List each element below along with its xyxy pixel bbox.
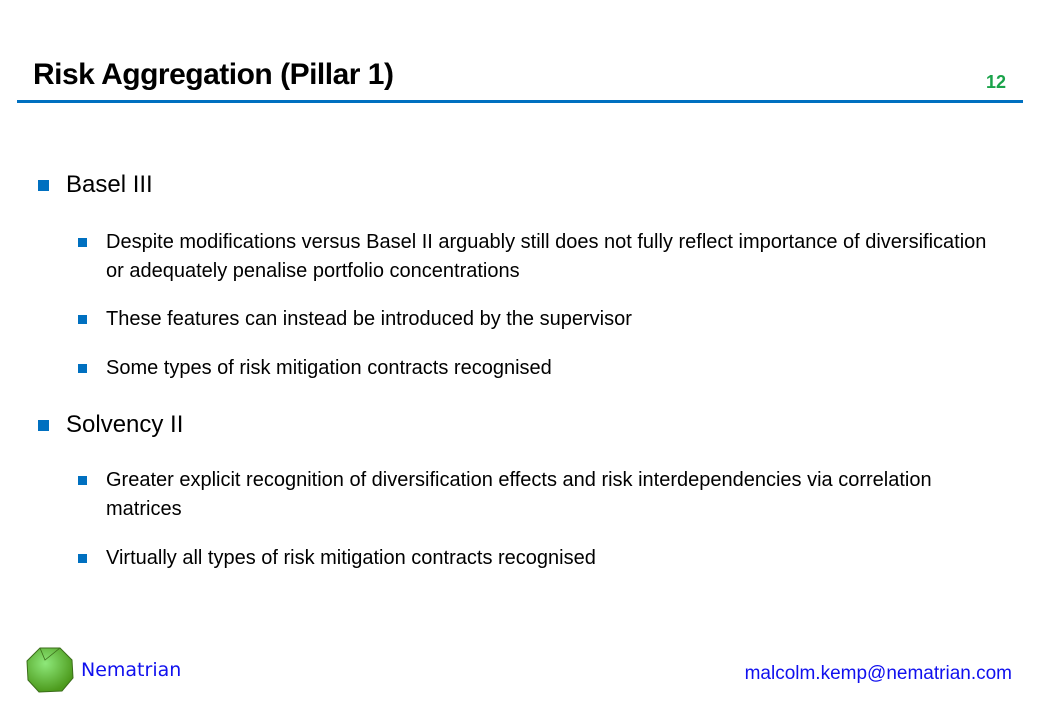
nematrian-logo-icon (26, 647, 74, 693)
sub-bullet: Virtually all types of risk mitigation c… (78, 544, 998, 573)
bullet-square-icon (78, 315, 87, 324)
bullet-square-icon (78, 476, 87, 485)
sub-bullet: Some types of risk mitigation contracts … (78, 354, 998, 383)
bullet-square-icon (38, 420, 49, 431)
bullet-solvency-ii: Solvency II (38, 411, 183, 439)
bullet-square-icon (78, 238, 87, 247)
title-divider (17, 100, 1023, 103)
bullet-basel-iii: Basel III (38, 171, 153, 199)
sub-bullet: Despite modifications versus Basel II ar… (78, 228, 998, 286)
bullet-square-icon (78, 364, 87, 373)
slide-title: Risk Aggregation (Pillar 1) (33, 58, 394, 91)
contact-email: malcolm.kemp@nematrian.com (744, 663, 1012, 684)
sub-bullet: Greater explicit recognition of diversif… (78, 466, 998, 524)
sub-bullet: These features can instead be introduced… (78, 305, 998, 334)
bullet-square-icon (78, 554, 87, 563)
page-number: 12 (985, 72, 1006, 92)
brand-name: Nematrian (81, 659, 182, 681)
bullet-square-icon (38, 180, 49, 191)
